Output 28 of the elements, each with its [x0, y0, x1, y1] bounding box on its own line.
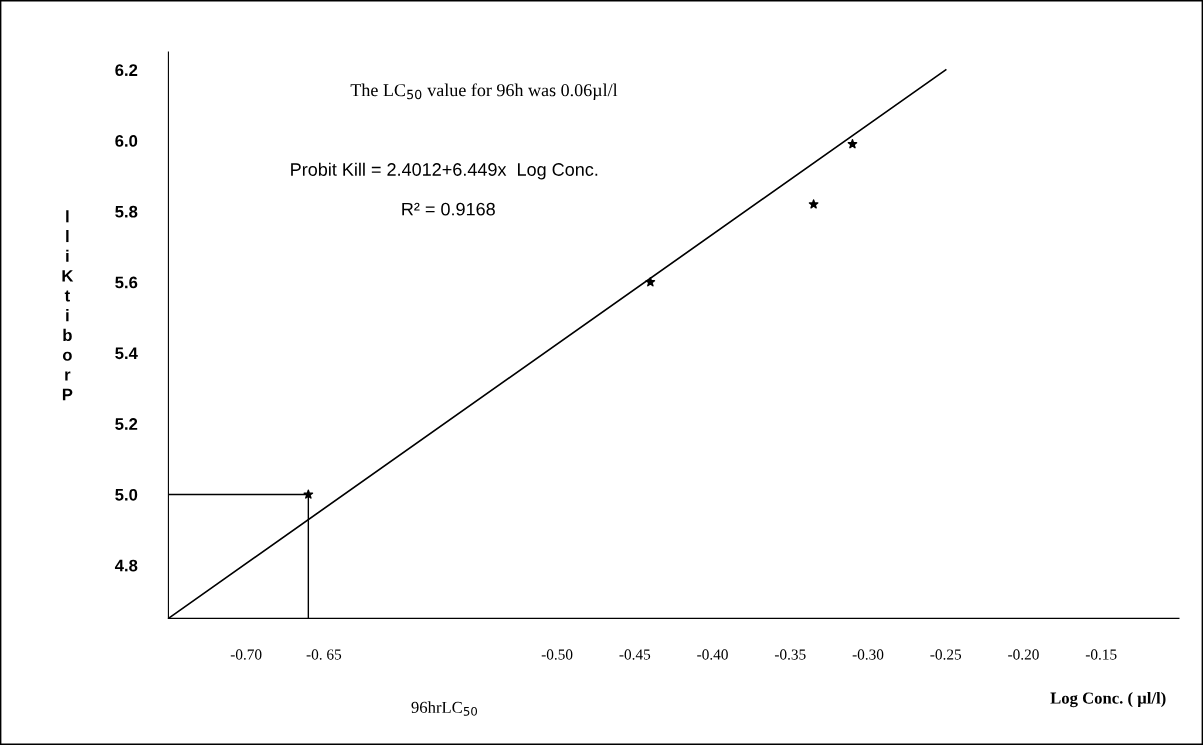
x-tick-label: -0.25: [930, 649, 962, 660]
y-tick-label: 6.0: [115, 135, 138, 147]
text: lliKtiborP: [62, 210, 74, 401]
x-tick-label: -0.30: [852, 649, 884, 660]
point: [808, 199, 819, 209]
x-tick-label: -0.20: [1008, 649, 1039, 660]
y-tick-label: 6.2: [115, 64, 138, 77]
x-tick-label: -0.70: [230, 649, 262, 660]
point: [645, 277, 656, 287]
x-tick-label: -0.45: [619, 649, 651, 660]
y-tick-label: 5.2: [115, 418, 138, 430]
annotation: The LC$_{50}$ value for 96h was 0.06µl/l: [350, 83, 618, 100]
x-tick-label: -0.40: [697, 649, 728, 660]
annotation: Probit Kill = 2.4012+6.449x Log Conc.: [291, 162, 598, 180]
y-tick-label: 5.4: [115, 347, 138, 360]
y-tick-label: 5.0: [115, 488, 138, 501]
annotation: R² = 0.9168: [402, 202, 495, 216]
x-tick-label: -0.50: [541, 649, 573, 660]
y-tick-label: 4.8: [114, 559, 138, 572]
y-tick-label: 5.8: [115, 205, 138, 218]
point: [303, 489, 314, 499]
x-tick-label: -0. 65: [306, 649, 342, 660]
x-tick-label: -0.15: [1085, 649, 1117, 660]
text: 96hrLC$_{50}$: [411, 701, 478, 716]
y-tick-label: 5.6: [115, 276, 138, 289]
x-axis-title: Log Conc. ( µl/l): [1050, 691, 1166, 708]
x-tick-label: -0.35: [774, 649, 806, 660]
point: [847, 139, 858, 149]
